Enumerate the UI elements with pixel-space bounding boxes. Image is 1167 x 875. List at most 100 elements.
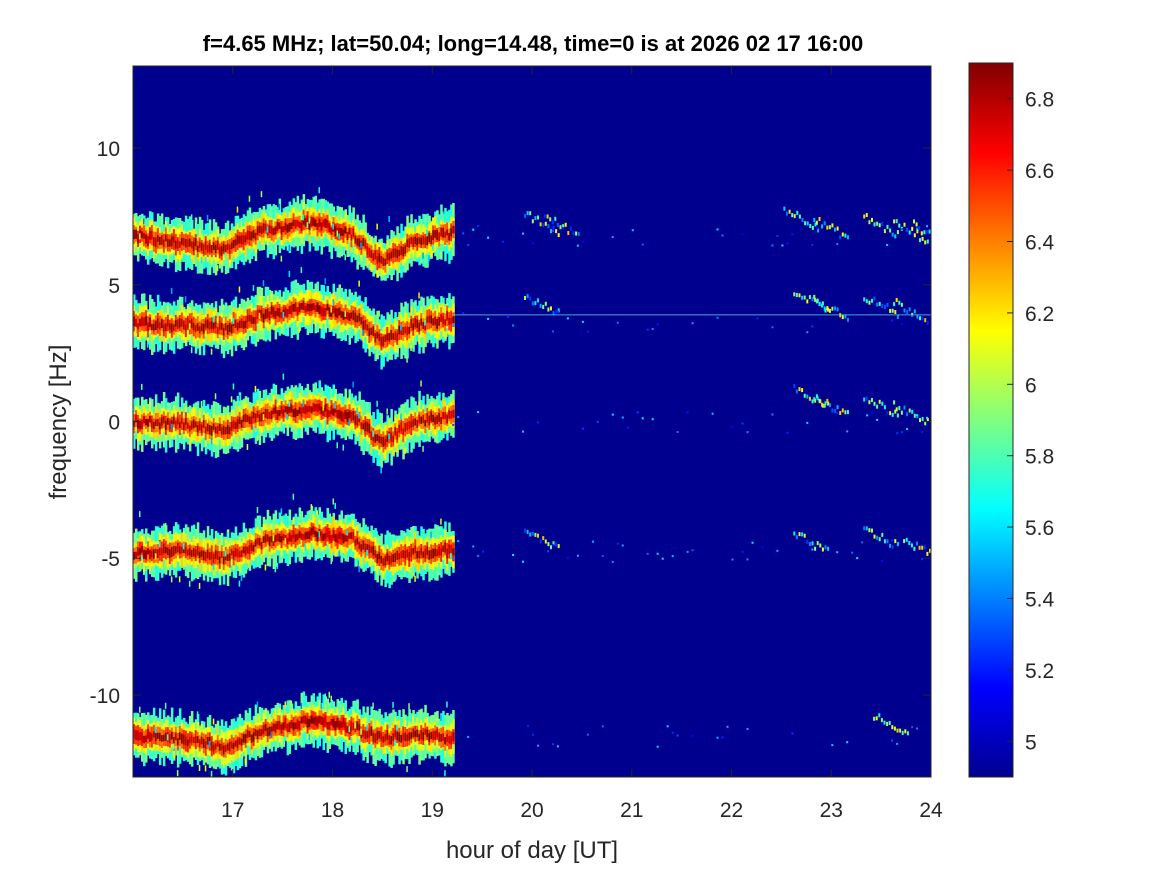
- band-pixel: [382, 336, 385, 347]
- band-pixel: [232, 551, 236, 560]
- band-speckle: [210, 348, 213, 355]
- late-pixel: [878, 713, 881, 718]
- band-pixel: [216, 740, 220, 747]
- band-pixel: [280, 312, 284, 319]
- band-speckle: [440, 714, 442, 721]
- band-speckle: [244, 758, 247, 765]
- band-pixel: [380, 337, 383, 347]
- band-pixel: [286, 406, 290, 417]
- band-pixel: [133, 316, 136, 327]
- late-pixel: [868, 220, 871, 225]
- band-pixel: [332, 530, 335, 539]
- band-pixel: [192, 322, 196, 331]
- band-pixel: [284, 406, 288, 413]
- band-pixel: [164, 323, 168, 332]
- band-pixel: [304, 218, 308, 227]
- band-pixel: [238, 737, 242, 745]
- late-pixel: [844, 233, 847, 238]
- band-pixel: [152, 549, 156, 559]
- band-pixel: [226, 743, 230, 751]
- band-pixel: [244, 235, 248, 243]
- band-speckle: [135, 326, 137, 333]
- late-pixel: [539, 222, 542, 227]
- band-pixel: [414, 545, 417, 554]
- band-pixel: [356, 537, 359, 545]
- band-speckle: [446, 701, 448, 708]
- band-pixel: [362, 423, 365, 432]
- band-pixel: [322, 219, 325, 227]
- band-pixel: [414, 318, 417, 328]
- band-speckle: [440, 518, 442, 525]
- band-pixel: [212, 744, 216, 752]
- y-tick-label: -5: [101, 548, 120, 571]
- noise-pixel: [926, 416, 928, 419]
- band-pixel: [362, 238, 365, 247]
- band-speckle: [147, 341, 149, 348]
- band-pixel: [378, 730, 381, 739]
- late-pixel: [913, 233, 916, 238]
- x-tick-label: 17: [221, 799, 244, 822]
- band-pixel: [306, 531, 310, 539]
- noise-pixel: [457, 540, 460, 543]
- late-pixel: [556, 223, 559, 227]
- band-pixel: [182, 734, 186, 745]
- late-pixel: [886, 411, 889, 415]
- band-speckle: [139, 233, 141, 240]
- band-pixel: [344, 226, 347, 234]
- noise-pixel: [556, 745, 559, 748]
- band-pixel: [192, 736, 196, 744]
- band-speckle: [388, 433, 390, 440]
- band-pixel: [416, 319, 419, 328]
- band-pixel: [422, 551, 425, 558]
- band-speckle: [184, 215, 187, 222]
- band-pixel: [426, 546, 429, 555]
- band-speckle: [256, 701, 259, 708]
- band-pixel: [188, 238, 192, 247]
- colorbar-tick-label: 5.6: [1025, 517, 1054, 540]
- band-pixel: [368, 423, 371, 433]
- band-pixel: [194, 421, 198, 428]
- band-pixel: [434, 730, 437, 741]
- band-speckle: [376, 223, 378, 230]
- band-speckle: [224, 252, 227, 259]
- band-pixel: [166, 319, 170, 327]
- band-pixel: [149, 731, 152, 742]
- band-pixel: [190, 735, 194, 743]
- band-speckle: [198, 765, 201, 771]
- band-pixel: [322, 533, 325, 541]
- band-pixel: [428, 415, 431, 426]
- band-pixel: [430, 235, 433, 245]
- band-pixel: [214, 550, 218, 559]
- band-pixel: [152, 323, 156, 331]
- noise-pixel: [856, 557, 859, 560]
- noise-pixel: [771, 413, 774, 416]
- noise-pixel: [886, 244, 889, 246]
- band-pixel: [202, 738, 206, 748]
- late-pixel: [865, 299, 868, 304]
- band-pixel: [194, 324, 198, 333]
- band-pixel: [190, 241, 194, 249]
- band-pixel: [186, 239, 190, 248]
- band-pixel: [322, 308, 325, 316]
- late-pixel: [881, 532, 884, 537]
- band-pixel: [438, 317, 441, 326]
- late-pixel: [814, 297, 817, 302]
- band-pixel: [436, 729, 439, 738]
- band-pixel: [334, 721, 337, 731]
- band-pixel: [135, 551, 138, 559]
- band-pixel: [216, 550, 220, 560]
- band-speckle: [336, 331, 338, 338]
- band-pixel: [143, 232, 146, 239]
- colorbar: [968, 62, 1014, 778]
- band-pixel: [340, 411, 343, 421]
- band-speckle: [378, 538, 380, 545]
- late-pixel: [816, 541, 819, 546]
- band-pixel: [444, 412, 447, 420]
- band-speckle: [358, 566, 360, 573]
- late-pixel: [834, 409, 836, 413]
- band-pixel: [336, 717, 339, 728]
- band-speckle: [198, 582, 201, 589]
- band-speckle: [330, 306, 332, 313]
- band-pixel: [428, 550, 431, 560]
- band-pixel: [184, 736, 188, 746]
